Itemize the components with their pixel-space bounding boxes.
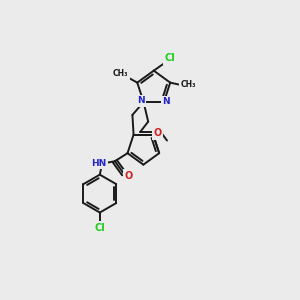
Text: Cl: Cl xyxy=(164,53,175,63)
Text: CH₃: CH₃ xyxy=(180,80,196,89)
Text: HN: HN xyxy=(91,159,106,168)
Text: O: O xyxy=(154,128,162,138)
Text: Cl: Cl xyxy=(94,223,105,232)
Text: N: N xyxy=(162,98,170,106)
Text: CH₃: CH₃ xyxy=(113,69,128,78)
Text: N: N xyxy=(137,96,145,105)
Text: O: O xyxy=(124,171,132,181)
